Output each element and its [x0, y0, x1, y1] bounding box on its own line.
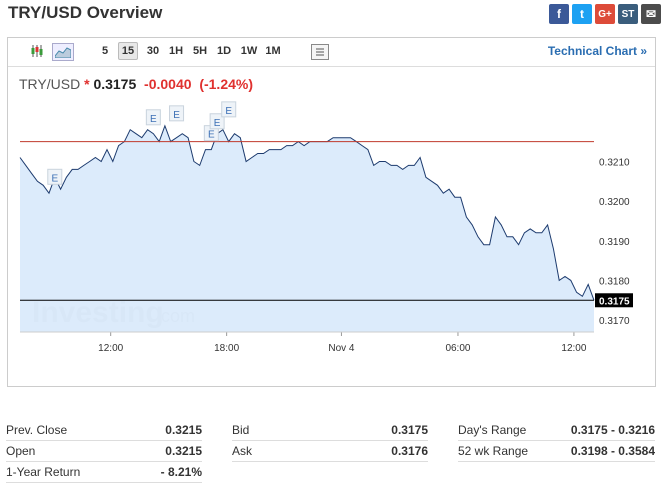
timeframe-1w[interactable]: 1W: [240, 45, 258, 57]
event-marker: [221, 101, 237, 118]
x-tick-label: 12:00: [98, 343, 123, 354]
event-marker-label: E: [51, 173, 58, 184]
quote-header: TRY/USD * 0.3175 -0.0040 (-1.24%): [19, 76, 253, 92]
timeframe-30[interactable]: 30: [146, 45, 160, 57]
delayed-star: *: [84, 76, 90, 92]
price-area: [20, 125, 594, 332]
stat-value: 0.3175: [391, 423, 428, 437]
x-tick-label: 12:00: [561, 343, 586, 354]
stat-open: Open 0.3215: [6, 441, 202, 462]
event-marker-label: E: [173, 110, 180, 121]
event-marker-label: E: [214, 118, 221, 129]
stat-label: 52 wk Range: [458, 444, 529, 458]
y-tick-label: 0.3170: [599, 316, 630, 327]
stat-label: 1-Year Return: [6, 465, 81, 479]
y-tick-label: 0.3180: [599, 276, 630, 287]
event-marker-label: E: [150, 114, 157, 125]
last-price-label: 0.3175: [599, 296, 630, 307]
x-tick-label: Nov 4: [328, 343, 355, 354]
event-marker: [209, 113, 225, 130]
stat-1yr-return: 1-Year Return - 8.21%: [6, 462, 202, 483]
chart-widget: 5 15 30 1H 5H 1D 1W 1M Technical Chart »…: [7, 37, 656, 387]
stat-value: 0.3175 - 0.3216: [570, 423, 655, 437]
timeframe-5[interactable]: 5: [101, 45, 109, 57]
price-line: [19, 124, 595, 301]
event-marker: [145, 109, 161, 126]
candlestick-chart-icon[interactable]: [28, 43, 46, 59]
timeframe-1d[interactable]: 1D: [216, 45, 232, 57]
price-change-pct: (-1.24%): [199, 76, 253, 92]
stat-value: - 8.21%: [160, 465, 202, 479]
timeframe-15[interactable]: 15: [118, 42, 138, 60]
y-tick-label: 0.3200: [599, 197, 630, 208]
stat-prev-close: Prev. Close 0.3215: [6, 420, 202, 441]
stat-value: 0.3215: [165, 444, 202, 458]
stat-label: Bid: [232, 423, 250, 437]
event-marker-label: E: [208, 130, 215, 141]
symbol-label: TRY/USD: [19, 76, 81, 92]
stat-days-range: Day's Range 0.3175 - 0.3216: [458, 420, 655, 441]
x-tick-label: 18:00: [214, 343, 239, 354]
share-bar: f t G+ ST ✉: [549, 4, 661, 24]
google-plus-icon[interactable]: G+: [595, 4, 615, 24]
stat-value: 0.3198 - 0.3584: [570, 444, 655, 458]
y-tick-label: 0.3210: [599, 157, 630, 168]
event-marker: [47, 168, 63, 185]
area-chart-icon[interactable]: [52, 43, 74, 61]
stat-ask: Ask 0.3176: [232, 441, 428, 462]
stat-value: 0.3215: [165, 423, 202, 437]
timeframe-1m[interactable]: 1M: [265, 45, 281, 57]
chart-toolbar: 5 15 30 1H 5H 1D 1W 1M Technical Chart »: [8, 38, 655, 67]
stat-label: Ask: [232, 444, 253, 458]
stat-value: 0.3176: [391, 444, 428, 458]
stat-label: Day's Range: [458, 423, 527, 437]
price-chart: Investing.comEEEEEE0.32100.32000.31900.3…: [19, 98, 633, 354]
event-marker: [169, 105, 185, 122]
email-icon[interactable]: ✉: [641, 4, 661, 24]
stat-label: Open: [6, 444, 36, 458]
timeframe-1h[interactable]: 1H: [168, 45, 184, 57]
facebook-icon[interactable]: f: [549, 4, 569, 24]
technical-chart-link[interactable]: Technical Chart »: [547, 44, 647, 58]
last-price-badge: [595, 293, 633, 308]
stat-52wk-range: 52 wk Range 0.3198 - 0.3584: [458, 441, 655, 462]
indicators-icon[interactable]: [311, 44, 329, 60]
stocktwits-icon[interactable]: ST: [618, 4, 638, 24]
twitter-icon[interactable]: t: [572, 4, 592, 24]
y-tick-label: 0.3190: [599, 237, 630, 248]
timeframe-5h[interactable]: 5H: [192, 45, 208, 57]
stat-label: Prev. Close: [6, 423, 68, 437]
stat-bid: Bid 0.3175: [232, 420, 428, 441]
last-price: 0.3175: [93, 76, 137, 92]
page-title: TRY/USD Overview: [8, 3, 163, 22]
price-change: -0.0040: [144, 76, 192, 92]
event-marker-label: E: [225, 106, 232, 117]
x-tick-label: 06:00: [445, 343, 470, 354]
